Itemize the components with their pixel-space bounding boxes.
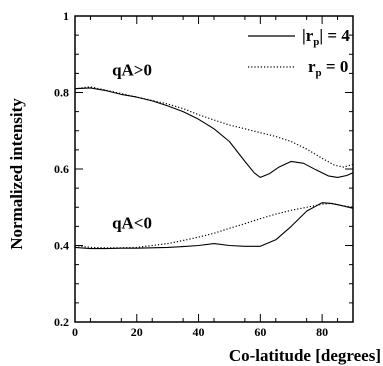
legend-label-rp4: |rp| = 4 [302,26,350,48]
ticks-layer [74,15,353,323]
labels-layer: 0 20 40 60 80 0.2 0.4 0.6 0.8 1 [54,9,328,339]
x-tick-label: 60 [254,325,266,339]
x-tick-label: 0 [72,325,78,339]
x-tick-label: 40 [193,325,205,339]
y-tick-label: 0.2 [54,315,69,329]
annotations-layer: qA>0 qA<0 [112,60,152,232]
y-tick-label: 1 [63,9,69,23]
x-tick-label: 20 [131,325,143,339]
annotation-label: qA<0 [112,213,152,232]
x-tick-label: 80 [316,325,328,339]
y-tick-label: 0.8 [54,86,69,100]
x-axis-title: Co-latitude [degrees] [229,346,381,365]
series-layer [74,86,354,250]
legend-label-rp0: rp = 0 [308,57,348,79]
y-tick-label: 0.4 [54,239,69,253]
series-line-rp0-qa-neg [74,202,354,249]
y-tick-label: 0.6 [54,162,69,176]
y-axis-title: Normalized intensity [7,98,26,250]
series-line-rp4-qa-pos [74,87,354,178]
series-line-rp0-qa-pos [74,86,354,168]
legend: |rp| = 4 rp = 0 [248,26,350,79]
annotation-label: qA>0 [112,60,152,79]
